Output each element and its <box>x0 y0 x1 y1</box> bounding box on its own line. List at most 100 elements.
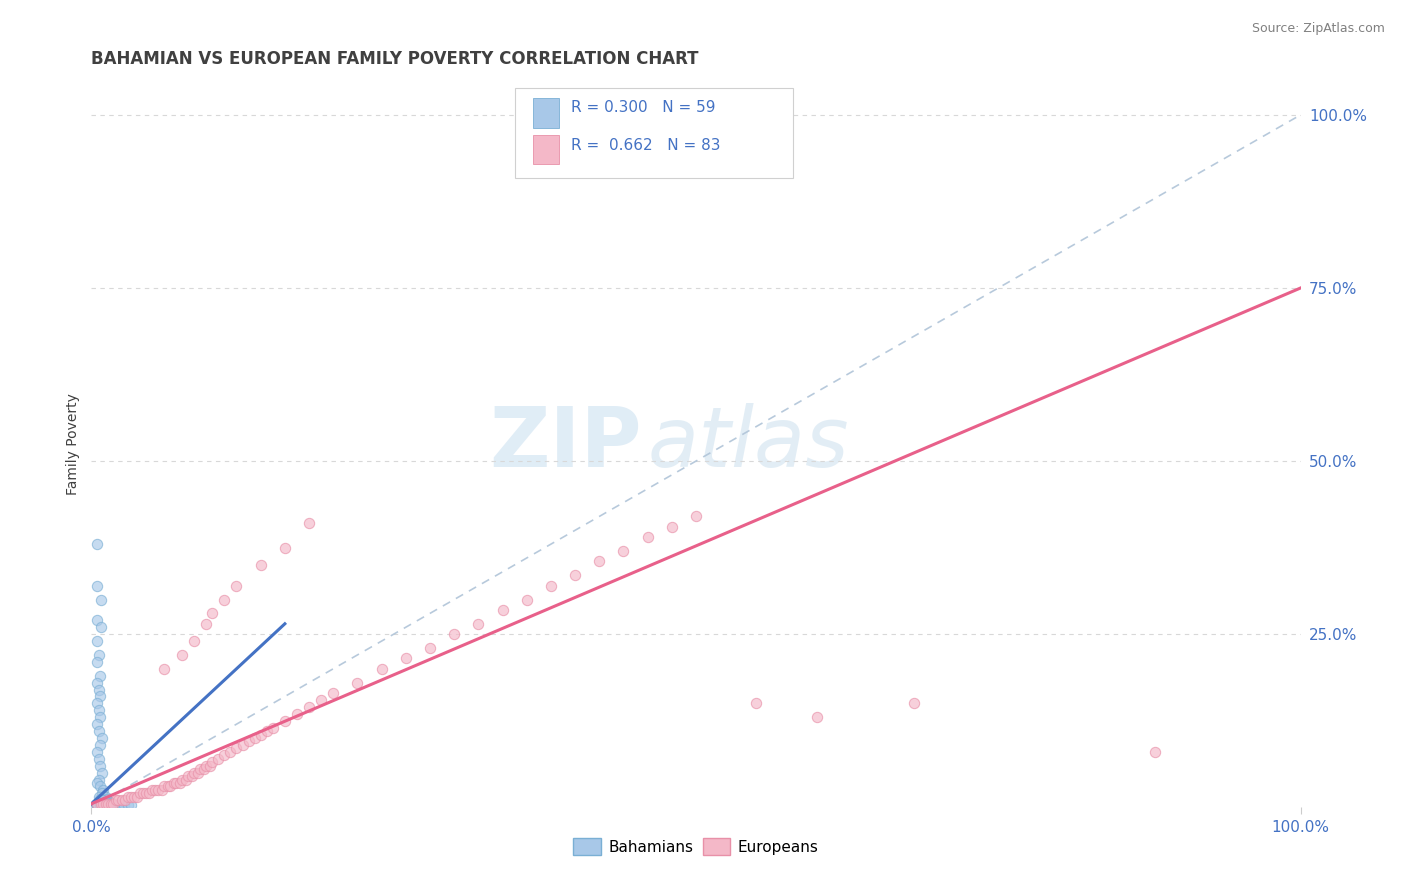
Point <box>193 762 215 776</box>
Point <box>86 776 108 790</box>
Point <box>93 798 115 813</box>
Point <box>105 798 128 813</box>
Point <box>150 783 173 797</box>
Point <box>93 797 115 811</box>
Point <box>120 798 142 813</box>
Point <box>370 662 392 676</box>
Point <box>104 793 127 807</box>
Point <box>90 797 112 811</box>
Point <box>165 776 187 790</box>
Point <box>172 772 194 787</box>
Point <box>285 706 308 721</box>
Point <box>101 798 124 813</box>
Point <box>112 798 135 813</box>
Point <box>86 717 108 731</box>
Point <box>187 765 209 780</box>
Point <box>214 592 236 607</box>
Point <box>685 509 707 524</box>
Point <box>419 640 441 655</box>
Point <box>188 762 211 776</box>
Point <box>207 752 229 766</box>
Point <box>86 798 108 813</box>
Point <box>153 780 176 794</box>
Point <box>132 786 155 800</box>
Point <box>201 607 224 621</box>
Point <box>467 616 489 631</box>
Text: Source: ZipAtlas.com: Source: ZipAtlas.com <box>1251 22 1385 36</box>
Point <box>89 798 111 813</box>
Point <box>98 795 121 809</box>
Point <box>174 772 197 787</box>
Point <box>195 616 218 631</box>
FancyBboxPatch shape <box>533 135 560 164</box>
Point <box>225 579 247 593</box>
Point <box>153 662 176 676</box>
Point <box>89 758 111 772</box>
Point <box>91 731 114 745</box>
Point <box>91 793 114 807</box>
Legend: Bahamians, Europeans: Bahamians, Europeans <box>567 831 825 862</box>
Point <box>1144 745 1167 759</box>
Point <box>138 786 160 800</box>
Point <box>540 579 562 593</box>
Point <box>122 789 145 804</box>
Point <box>100 796 122 810</box>
Point <box>89 690 111 704</box>
Point <box>309 693 332 707</box>
Point <box>274 541 297 555</box>
Point <box>195 758 218 772</box>
Point <box>96 798 118 813</box>
Point <box>86 797 108 811</box>
Point <box>156 780 179 794</box>
Point <box>491 603 513 617</box>
Point <box>87 703 110 717</box>
Point <box>89 796 111 810</box>
Point <box>346 675 368 690</box>
Point <box>262 721 284 735</box>
Text: BAHAMIAN VS EUROPEAN FAMILY POVERTY CORRELATION CHART: BAHAMIAN VS EUROPEAN FAMILY POVERTY CORR… <box>91 50 699 68</box>
Point <box>84 797 107 811</box>
FancyBboxPatch shape <box>533 98 560 128</box>
Point <box>612 544 634 558</box>
Point <box>96 797 118 811</box>
Point <box>169 776 191 790</box>
Point <box>93 797 115 811</box>
Point <box>231 738 253 752</box>
Point <box>249 728 271 742</box>
Point <box>135 786 157 800</box>
Point <box>93 793 115 807</box>
Point <box>162 776 184 790</box>
Point <box>90 592 112 607</box>
FancyBboxPatch shape <box>515 87 793 178</box>
Point <box>564 568 586 582</box>
Point <box>127 789 149 804</box>
Point <box>98 798 121 813</box>
Text: atlas: atlas <box>648 403 849 484</box>
Point <box>128 786 150 800</box>
Point <box>86 797 108 811</box>
Point <box>103 798 125 813</box>
Point <box>159 780 181 794</box>
Point <box>96 792 118 806</box>
Point <box>87 724 110 739</box>
Text: ZIP: ZIP <box>489 403 641 484</box>
Point <box>745 697 768 711</box>
Point <box>256 724 278 739</box>
Point <box>219 745 242 759</box>
Point <box>395 651 418 665</box>
Point <box>588 554 610 568</box>
Point <box>298 516 321 531</box>
Point <box>93 783 115 797</box>
Point <box>86 745 108 759</box>
Point <box>637 530 659 544</box>
Point <box>87 648 110 662</box>
Point <box>111 793 132 807</box>
Point <box>214 748 236 763</box>
Point <box>89 710 111 724</box>
Point <box>243 731 266 745</box>
Point <box>120 789 142 804</box>
Point <box>806 710 828 724</box>
Point <box>86 634 108 648</box>
Point <box>177 769 200 783</box>
Point <box>117 798 139 813</box>
